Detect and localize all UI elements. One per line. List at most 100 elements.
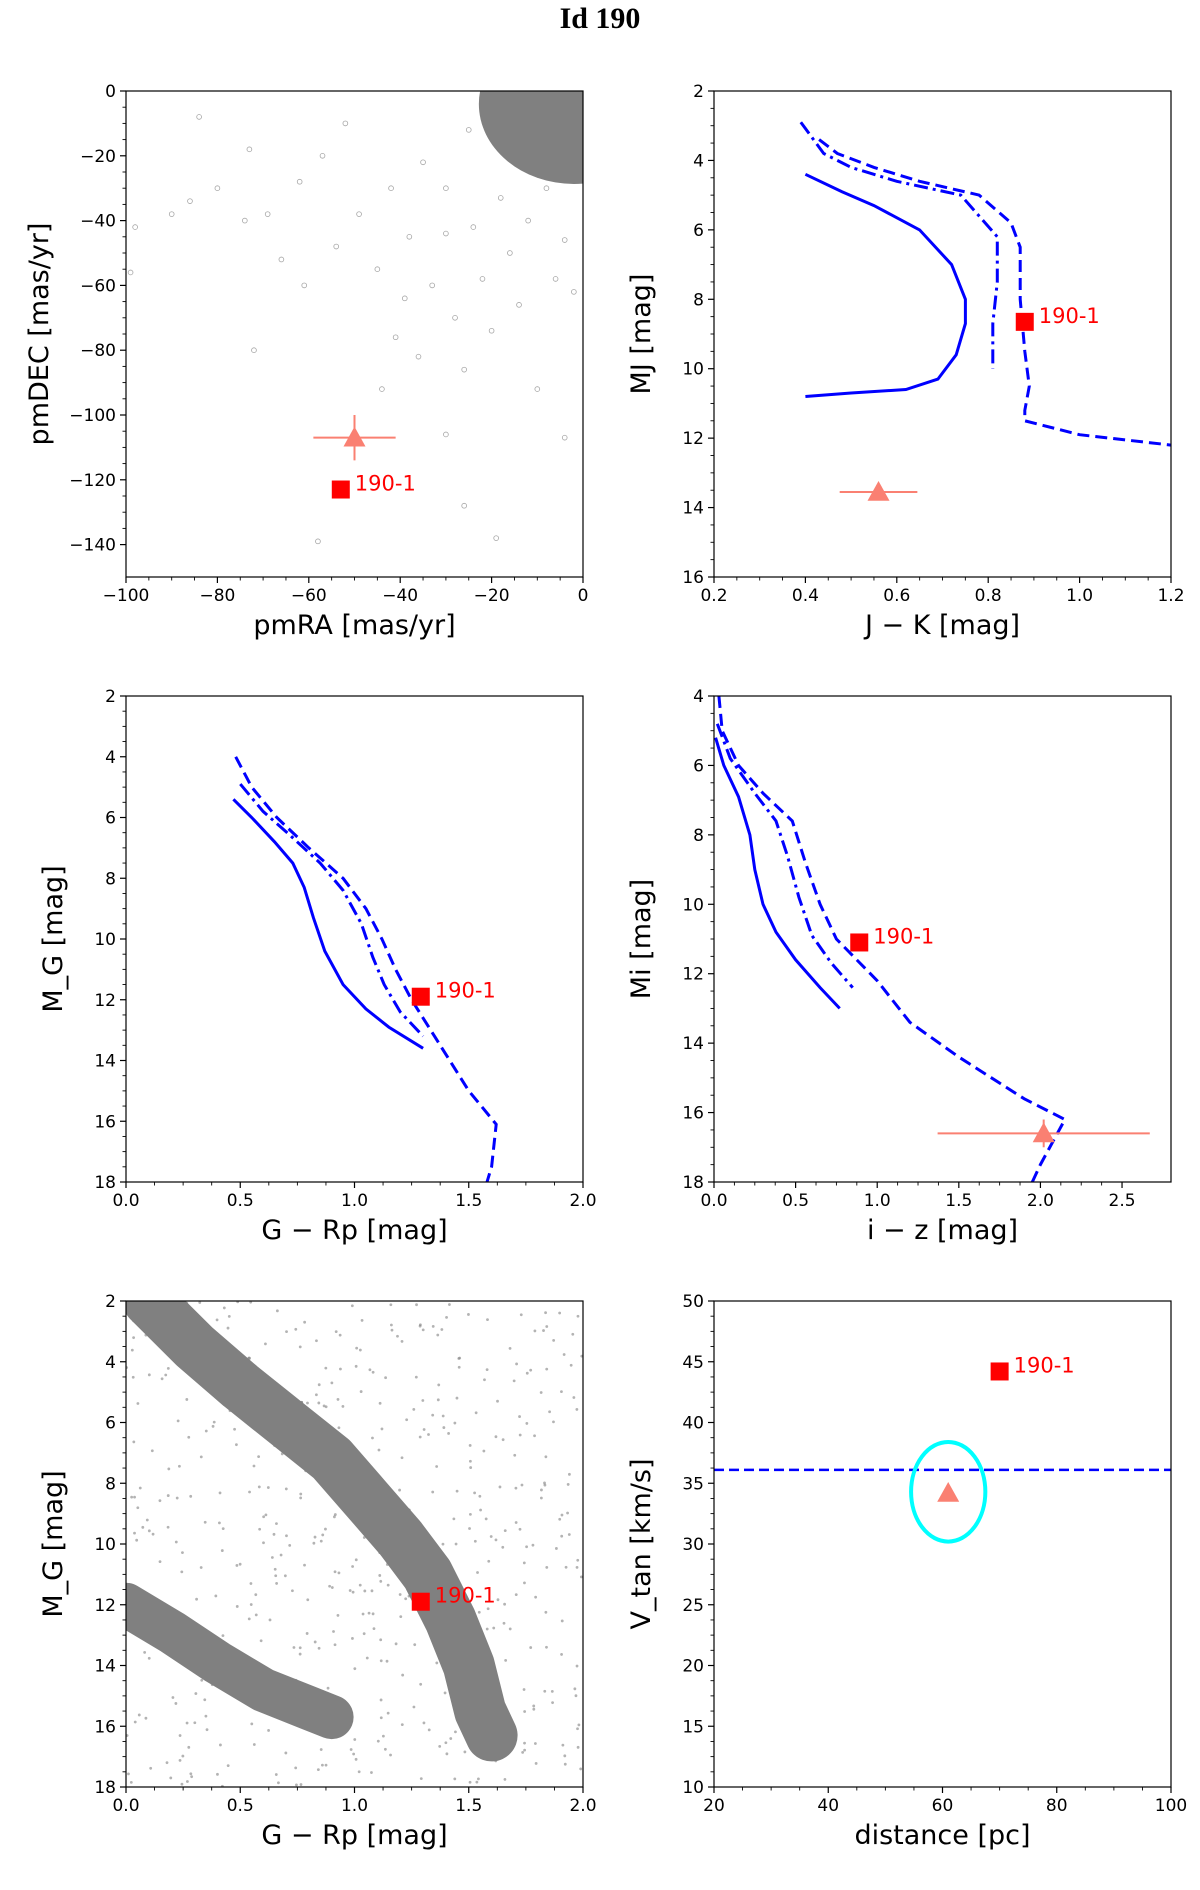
bg-point xyxy=(257,1455,261,1459)
y-tick-label: 4 xyxy=(693,687,704,707)
bg-point xyxy=(442,1426,446,1429)
bg-point xyxy=(379,1698,383,1702)
bg-point xyxy=(525,217,531,224)
bg-point xyxy=(333,1570,337,1574)
bg-point xyxy=(351,1565,354,1568)
axes-frame xyxy=(713,90,1172,578)
bg-point xyxy=(370,1771,373,1774)
y-tick-label: 16 xyxy=(94,1717,116,1737)
y-tick-label: 8 xyxy=(693,826,704,846)
bg-point xyxy=(567,1533,571,1536)
bg-point xyxy=(563,1762,567,1766)
y-tick-label: 12 xyxy=(682,965,704,985)
bg-point xyxy=(180,1782,184,1786)
bg-point xyxy=(371,1436,374,1440)
target-label: 190-1 xyxy=(1014,1353,1075,1377)
bg-point xyxy=(166,1494,170,1497)
x-tick-label: −40 xyxy=(382,586,418,606)
bg-point xyxy=(435,1661,439,1665)
bg-point xyxy=(299,1496,303,1500)
bg-point xyxy=(132,1440,136,1444)
bg-point xyxy=(571,289,577,295)
bg-point xyxy=(185,1398,189,1401)
bg-point xyxy=(294,1327,298,1331)
bg-point xyxy=(475,1780,479,1784)
x-tick-label: 0.0 xyxy=(700,1191,727,1211)
bg-point xyxy=(306,1598,310,1602)
bg-point xyxy=(254,1593,258,1597)
bg-point xyxy=(249,1301,253,1304)
bg-point xyxy=(469,1512,472,1516)
bg-point xyxy=(174,1540,178,1544)
y-tick-label: 14 xyxy=(94,1657,116,1677)
bg-point xyxy=(498,1485,502,1489)
bg-point xyxy=(354,1757,358,1761)
bg-point xyxy=(468,1444,472,1447)
bg-point xyxy=(321,1763,324,1767)
bg-point xyxy=(389,1323,393,1327)
bg-point xyxy=(386,1583,390,1587)
bg-point xyxy=(415,353,422,360)
x-tick-label: 0.8 xyxy=(975,586,1002,606)
bg-point xyxy=(431,1413,435,1417)
bg-point xyxy=(418,1435,422,1439)
bg-point xyxy=(233,1427,236,1431)
plot-area-grp: 190-1 xyxy=(232,756,498,1182)
bg-point xyxy=(330,1586,334,1589)
bg-point xyxy=(514,1521,518,1524)
bg-point xyxy=(194,1692,198,1695)
x-axis-label: G − Rp [mag] xyxy=(261,1215,447,1246)
bg-point xyxy=(379,1638,383,1642)
bg-point xyxy=(477,1777,480,1781)
y-tick-label: 8 xyxy=(105,1474,116,1494)
x-axis-label: i − z [mag] xyxy=(867,1215,1018,1246)
bg-point xyxy=(374,266,381,273)
plot-area-cmd: 190-1 xyxy=(126,1301,583,1787)
bg-point xyxy=(205,1728,209,1732)
bg-point xyxy=(400,1339,404,1343)
bg-point xyxy=(334,1330,338,1334)
bg-point xyxy=(262,1541,265,1545)
bg-point xyxy=(485,1368,489,1372)
bg-point xyxy=(468,1527,471,1530)
bg-point xyxy=(443,431,449,438)
bg-point xyxy=(199,1455,203,1459)
bg-point xyxy=(199,1566,203,1569)
y-axis-label: V_tan [km/s] xyxy=(626,1459,657,1630)
bg-point xyxy=(259,1639,263,1643)
bg-point xyxy=(168,211,175,217)
bg-point xyxy=(419,1777,423,1780)
bg-point xyxy=(516,302,522,308)
bg-point xyxy=(175,1496,179,1500)
bg-point xyxy=(558,1517,562,1521)
bg-point xyxy=(313,1640,317,1644)
bg-point xyxy=(441,1542,445,1546)
bg-point xyxy=(249,1582,253,1585)
bg-point xyxy=(218,1491,222,1495)
bg-point xyxy=(486,1607,490,1611)
bg-point xyxy=(518,1527,522,1531)
bg-point xyxy=(166,1366,170,1370)
bg-point xyxy=(461,502,467,509)
bg-point xyxy=(539,1391,543,1394)
bg-point xyxy=(363,1589,367,1593)
bg-point xyxy=(534,1762,538,1765)
bg-point xyxy=(575,1664,579,1668)
bg-point xyxy=(133,1720,137,1724)
bg-point xyxy=(147,1373,151,1377)
bg-point xyxy=(189,1772,193,1776)
bg-point xyxy=(218,1521,221,1525)
bg-point xyxy=(523,1741,526,1745)
bg-point xyxy=(333,1513,337,1516)
target-label: 190-1 xyxy=(1039,304,1100,328)
bg-point xyxy=(337,1571,341,1575)
bg-point xyxy=(427,1728,431,1732)
bg-point xyxy=(264,1342,267,1346)
bg-point xyxy=(315,1339,318,1343)
bg-point xyxy=(444,1741,448,1745)
bg-point xyxy=(250,1722,254,1726)
bg-point xyxy=(518,1415,521,1418)
bg-point xyxy=(294,1766,298,1770)
x-tick-label: 1.0 xyxy=(341,1796,368,1816)
bg-point xyxy=(136,1506,140,1510)
